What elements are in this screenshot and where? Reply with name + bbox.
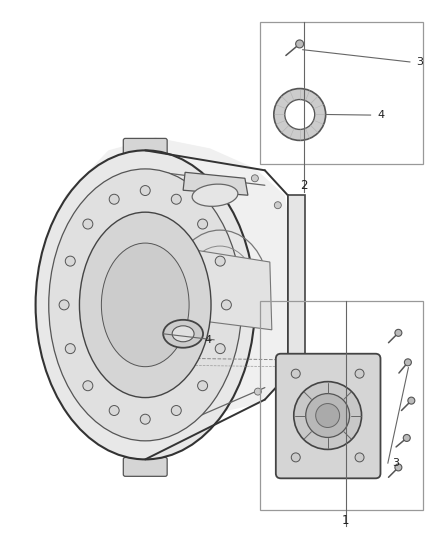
Circle shape — [198, 219, 208, 229]
Circle shape — [109, 194, 119, 204]
Bar — [260, 22, 424, 164]
Circle shape — [274, 201, 281, 209]
Circle shape — [140, 414, 150, 424]
Bar — [260, 301, 424, 510]
Text: 2: 2 — [300, 179, 308, 192]
Ellipse shape — [163, 320, 203, 348]
FancyBboxPatch shape — [276, 354, 381, 478]
Ellipse shape — [79, 212, 211, 398]
Circle shape — [355, 369, 364, 378]
Polygon shape — [288, 195, 305, 375]
Polygon shape — [193, 250, 272, 330]
Circle shape — [83, 381, 93, 391]
Text: 1: 1 — [342, 514, 350, 527]
Ellipse shape — [316, 403, 339, 427]
Polygon shape — [39, 138, 290, 415]
Circle shape — [221, 300, 231, 310]
Circle shape — [109, 406, 119, 416]
Circle shape — [254, 388, 261, 395]
Text: 3: 3 — [417, 57, 424, 67]
Circle shape — [215, 344, 225, 353]
Circle shape — [251, 175, 258, 182]
Circle shape — [59, 300, 69, 310]
Circle shape — [65, 256, 75, 266]
Circle shape — [291, 369, 300, 378]
Circle shape — [408, 397, 415, 404]
Polygon shape — [183, 172, 248, 195]
Circle shape — [276, 356, 283, 363]
Text: 4: 4 — [377, 110, 384, 120]
Circle shape — [404, 359, 411, 366]
Circle shape — [274, 88, 326, 140]
Text: 3: 3 — [392, 458, 399, 468]
Circle shape — [285, 100, 314, 130]
Circle shape — [403, 434, 410, 441]
Text: 4: 4 — [205, 335, 212, 345]
Ellipse shape — [306, 393, 350, 438]
Circle shape — [171, 194, 181, 204]
Circle shape — [171, 406, 181, 416]
Ellipse shape — [49, 169, 242, 441]
Ellipse shape — [172, 326, 194, 342]
FancyBboxPatch shape — [124, 139, 167, 157]
Ellipse shape — [35, 150, 255, 459]
Circle shape — [65, 344, 75, 353]
Ellipse shape — [294, 382, 361, 449]
Circle shape — [198, 381, 208, 391]
Circle shape — [355, 453, 364, 462]
Circle shape — [291, 453, 300, 462]
Ellipse shape — [101, 243, 189, 367]
Ellipse shape — [192, 184, 238, 206]
Circle shape — [140, 185, 150, 196]
Circle shape — [395, 464, 402, 471]
Circle shape — [395, 329, 402, 336]
Circle shape — [215, 256, 225, 266]
Circle shape — [296, 40, 304, 48]
FancyBboxPatch shape — [124, 457, 167, 477]
Circle shape — [83, 219, 93, 229]
